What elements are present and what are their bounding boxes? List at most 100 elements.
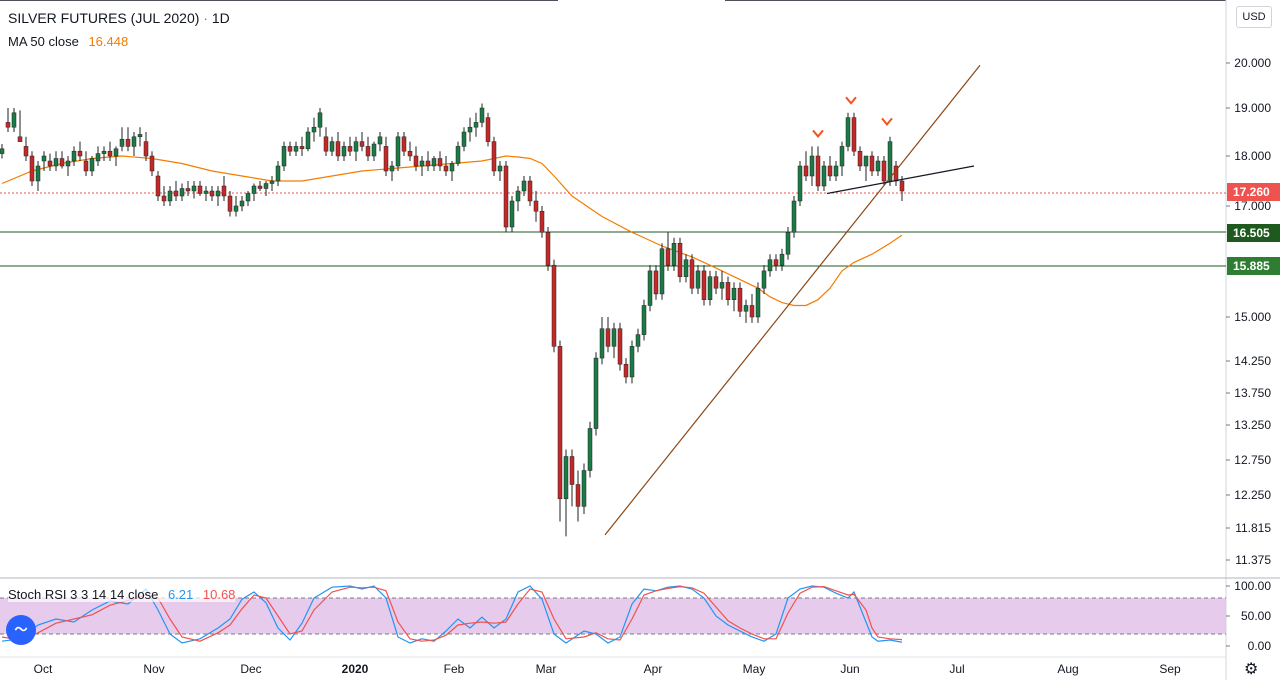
candle-body	[257, 185, 263, 189]
candle-body	[503, 165, 509, 228]
candle-body	[821, 165, 827, 187]
candle-body	[785, 232, 791, 255]
candle-body	[623, 363, 629, 378]
price-tick-label: 13.750	[1234, 386, 1271, 400]
candle-body	[551, 264, 557, 347]
stoch-d-value: 10.68	[202, 587, 236, 602]
candle-body	[809, 155, 815, 177]
stoch-label[interactable]: Stoch RSI 3 3 14 14 close	[8, 587, 159, 602]
candle-body	[521, 180, 527, 192]
candle-body	[899, 180, 905, 192]
price-tick-label: 15.000	[1234, 310, 1271, 324]
candle-body	[869, 155, 875, 172]
candle-body	[605, 328, 611, 347]
candle-body	[713, 276, 719, 289]
candle-body	[827, 165, 833, 177]
candle-body	[209, 190, 215, 197]
candle-body	[875, 160, 881, 172]
time-tick-label: Nov	[143, 662, 164, 676]
candle-body	[29, 155, 35, 182]
interval-label[interactable]: 1D	[211, 10, 230, 26]
candle-body	[593, 357, 599, 429]
time-tick-label: Feb	[444, 662, 465, 676]
time-tick-label: Apr	[644, 662, 663, 676]
candle-body	[557, 346, 563, 500]
candle-body	[659, 248, 665, 295]
candle-body	[779, 253, 785, 266]
candle-body	[359, 141, 365, 147]
pattern-marker-2	[845, 96, 857, 105]
time-tick-label: Aug	[1057, 662, 1078, 676]
candle-body	[137, 134, 143, 138]
price-tick-label: 11.375	[1235, 553, 1271, 567]
neckline	[826, 165, 975, 195]
candle-body	[269, 180, 275, 184]
symbol-title[interactable]: SILVER FUTURES (JUL 2020)	[8, 10, 200, 26]
candle-body	[443, 165, 449, 172]
candle-body	[23, 146, 29, 157]
candle-body	[323, 136, 329, 152]
drawings-layer[interactable]	[604, 64, 981, 536]
time-tick-label: Jun	[840, 662, 859, 676]
time-tick-label: Sep	[1159, 662, 1181, 676]
candle-body	[149, 155, 155, 172]
candle-body	[101, 150, 107, 154]
candle-body	[773, 259, 779, 266]
last-price-tag: 17.260	[1227, 183, 1280, 201]
candle-body	[839, 146, 845, 167]
candle-body	[677, 242, 683, 277]
candle-body	[701, 270, 707, 300]
candle-body	[59, 158, 65, 167]
candles-layer	[0, 103, 905, 537]
candle-body	[197, 185, 203, 194]
candle-body	[689, 259, 695, 289]
pattern-marker-3	[881, 117, 893, 126]
candle-body	[617, 328, 623, 365]
price-tick-label: 12.250	[1234, 488, 1271, 502]
candle-body	[107, 150, 113, 157]
candle-body	[545, 232, 551, 266]
candle-body	[449, 163, 455, 172]
candle-body	[203, 190, 209, 194]
axis-labels-layer: 20.000 19.000 18.000 17.000 15.000 14.250 13.7…	[34, 56, 1272, 676]
candle-body	[275, 165, 281, 182]
candle-body	[95, 153, 101, 162]
candle-body	[185, 188, 191, 192]
candle-body	[167, 190, 173, 202]
candle-body	[413, 155, 419, 167]
candle-body	[11, 112, 17, 128]
candle-body	[179, 188, 185, 197]
candle-body	[17, 136, 23, 142]
time-tick-label: Oct	[34, 662, 53, 676]
settings-gear-icon[interactable]: ⚙	[1244, 661, 1259, 678]
price-tick-label: 18.000	[1234, 149, 1271, 163]
candle-body	[71, 150, 77, 162]
candle-body	[221, 185, 227, 197]
candle-body	[539, 211, 545, 233]
candle-body	[719, 282, 725, 289]
candle-body	[353, 141, 359, 152]
candle-body	[317, 112, 323, 128]
candle-body	[527, 180, 533, 202]
candle-body	[83, 160, 89, 172]
level-lines-layer	[0, 192, 1226, 267]
candle-body	[35, 165, 41, 182]
candle-body	[731, 287, 737, 300]
candle-body	[155, 175, 161, 197]
candle-body	[863, 155, 869, 167]
candle-body	[401, 136, 407, 152]
ma-label[interactable]: MA 50 close	[8, 34, 79, 49]
logo-icon[interactable]: 〜	[6, 615, 36, 645]
candle-body	[263, 183, 269, 189]
candle-body	[383, 146, 389, 172]
stoch-tick-label: 100.00	[1234, 579, 1271, 593]
legend-sep: ·	[203, 10, 208, 26]
candle-body	[239, 200, 245, 207]
currency-button[interactable]: USD	[1236, 6, 1272, 28]
candle-body	[797, 165, 803, 202]
candle-body	[437, 158, 443, 167]
candle-body	[431, 158, 437, 167]
chart-legend: SILVER FUTURES (JUL 2020) · 1D	[8, 10, 230, 26]
candle-body	[647, 270, 653, 306]
